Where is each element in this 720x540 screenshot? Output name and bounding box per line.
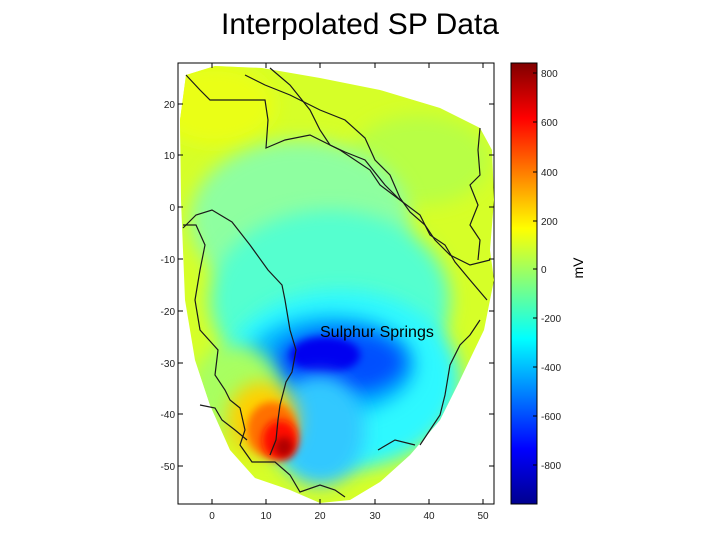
- colorbar-tick-label: -400: [541, 363, 561, 374]
- chart-title: Interpolated SP Data: [221, 8, 499, 41]
- y-tick-label: -40: [161, 410, 176, 421]
- y-tick-label: -20: [161, 307, 176, 318]
- colorbar-tick-label: -200: [541, 314, 561, 325]
- y-tick-label: -30: [161, 359, 176, 370]
- y-tick-label: 0: [169, 203, 175, 214]
- y-tick-label: 20: [164, 100, 176, 111]
- colorbar: [510, 62, 538, 505]
- x-tick-label: 10: [260, 511, 272, 522]
- feature-lines: [182, 67, 491, 498]
- x-tick-label: 30: [369, 511, 381, 522]
- y-tick-label: -10: [161, 255, 176, 266]
- x-tick-label: 0: [209, 511, 215, 522]
- colorbar-tick-label: 200: [541, 217, 558, 228]
- colorbar-tick-label: -600: [541, 412, 561, 423]
- x-tick-label: 20: [314, 511, 326, 522]
- annotation-sulphur-springs: Sulphur Springs: [320, 324, 434, 341]
- colorbar-tick-label: 400: [541, 168, 558, 179]
- x-tick-label: 50: [477, 511, 489, 522]
- colorbar-tick-label: 0: [541, 265, 547, 276]
- y-tick-label: -50: [161, 462, 176, 473]
- colorbar-tick-label: 800: [541, 69, 558, 80]
- colorbar-tick-label: -800: [541, 461, 561, 472]
- colorbar-ticks: [533, 72, 537, 466]
- colorbar-label: mV: [570, 257, 586, 279]
- colorbar-tick-label: 600: [541, 118, 558, 129]
- y-tick-label: 10: [164, 151, 176, 162]
- axis-ticks: [178, 63, 494, 504]
- x-tick-label: 40: [423, 511, 435, 522]
